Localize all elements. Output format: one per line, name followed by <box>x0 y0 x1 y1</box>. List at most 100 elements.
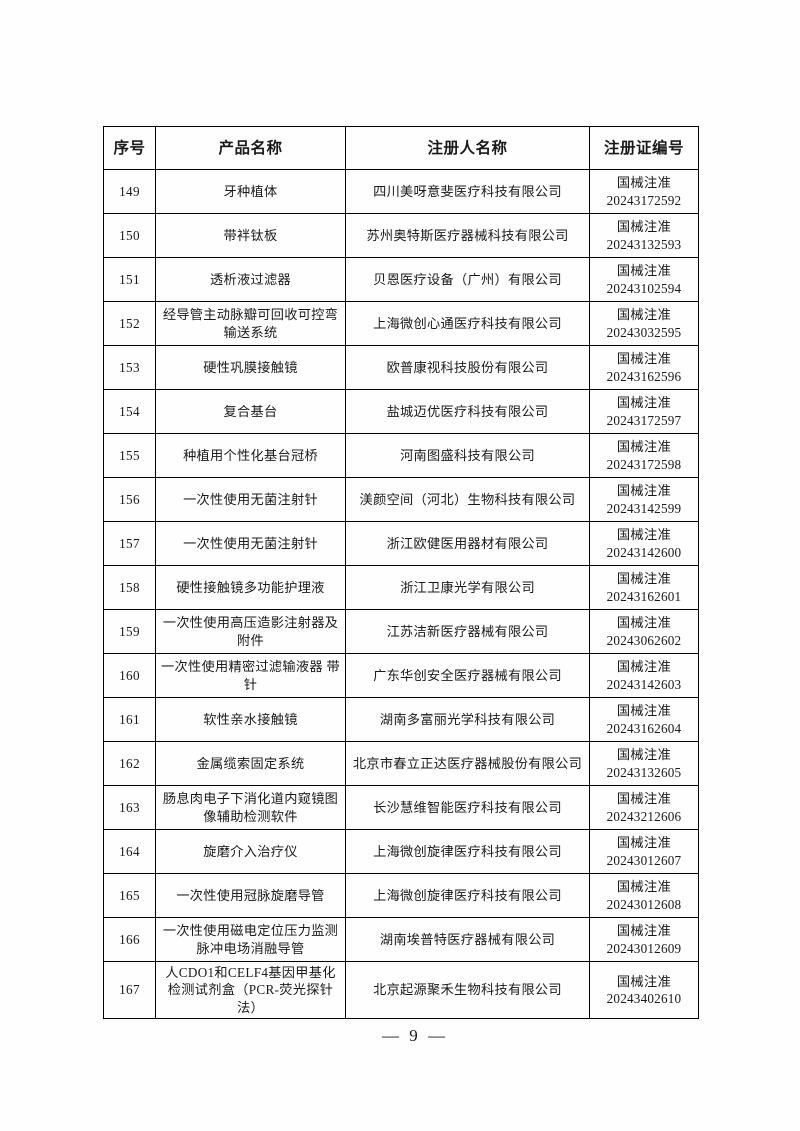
certificate-prefix: 国械注准 <box>616 439 672 455</box>
certificate-prefix: 国械注准 <box>616 175 672 191</box>
table-row: 149 牙种植体 四川美呀意斐医疗科技有限公司 国械注准 20243172592 <box>103 169 699 214</box>
cell-registrant-name: 上海微创旋律医疗科技有限公司 <box>345 829 590 874</box>
cell-registrant-name: 贝恩医疗设备（广州）有限公司 <box>345 257 590 302</box>
cell-product-name: 一次性使用冠脉旋磨导管 <box>155 873 346 918</box>
certificate-prefix: 国械注准 <box>616 879 672 895</box>
cell-certificate-number: 国械注准 20243162596 <box>589 345 699 390</box>
certificate-number: 20243142600 <box>606 544 682 560</box>
certificate-prefix: 国械注准 <box>616 351 672 367</box>
table-body: 149 牙种植体 四川美呀意斐医疗科技有限公司 国械注准 20243172592 150 带… <box>103 169 699 1020</box>
certificate-prefix: 国械注准 <box>616 263 672 279</box>
cell-certificate-number: 国械注准 20243062602 <box>589 609 699 654</box>
cell-sequence: 150 <box>103 213 156 258</box>
cell-certificate-number: 国械注准 20243142603 <box>589 653 699 698</box>
certificate-prefix: 国械注准 <box>616 615 672 631</box>
cell-registrant-name: 江苏洁新医疗器械有限公司 <box>345 609 590 654</box>
registration-table: 序号 产品名称 注册人名称 注册证编号 149 牙种植体 四川美呀意斐医疗科技有限公… <box>103 126 699 1020</box>
table-row: 155 种植用个性化基台冠桥 河南图盛科技有限公司 国械注准 20243172598 <box>103 433 699 478</box>
table-row: 167 人CDO1和CELF4基因甲基化检测试剂盒（PCR-荧光探针法） 北京起源聚… <box>103 960 699 1020</box>
cell-sequence: 162 <box>103 741 156 786</box>
certificate-prefix: 国械注准 <box>616 791 672 807</box>
cell-registrant-name: 湖南多富丽光学科技有限公司 <box>345 697 590 742</box>
cell-product-name: 硬性接触镜多功能护理液 <box>155 565 346 610</box>
certificate-number: 20243132605 <box>606 764 682 780</box>
certificate-number: 20243132593 <box>606 236 682 252</box>
certificate-prefix: 国械注准 <box>616 219 672 235</box>
certificate-number: 20243162596 <box>606 368 682 384</box>
cell-certificate-number: 国械注准 20243172597 <box>589 389 699 434</box>
cell-certificate-number: 国械注准 20243012608 <box>589 873 699 918</box>
cell-registrant-name: 浙江卫康光学有限公司 <box>345 565 590 610</box>
cell-product-name: 软性亲水接触镜 <box>155 697 346 742</box>
cell-certificate-number: 国械注准 20243012607 <box>589 829 699 874</box>
certificate-number: 20243032595 <box>606 324 682 340</box>
cell-sequence: 157 <box>103 521 156 566</box>
table-row: 154 复合基台 盐城迈优医疗科技有限公司 国械注准 20243172597 <box>103 389 699 434</box>
certificate-prefix: 国械注准 <box>616 307 672 323</box>
certificate-prefix: 国械注准 <box>616 571 672 587</box>
cell-registrant-name: 盐城迈优医疗科技有限公司 <box>345 389 590 434</box>
cell-registrant-name: 北京市春立正达医疗器械股份有限公司 <box>345 741 590 786</box>
certificate-prefix: 国械注准 <box>616 747 672 763</box>
cell-product-name: 一次性使用无菌注射针 <box>155 477 346 522</box>
cell-product-name: 旋磨介入治疗仪 <box>155 829 346 874</box>
cell-certificate-number: 国械注准 20243142600 <box>589 521 699 566</box>
cell-sequence: 167 <box>103 960 156 1020</box>
cell-certificate-number: 国械注准 20243012609 <box>589 917 699 962</box>
cell-registrant-name: 北京起源聚禾生物科技有限公司 <box>345 960 590 1020</box>
table-row: 164 旋磨介入治疗仪 上海微创旋律医疗科技有限公司 国械注准 20243012607 <box>103 829 699 874</box>
cell-sequence: 156 <box>103 477 156 522</box>
cell-registrant-name: 四川美呀意斐医疗科技有限公司 <box>345 169 590 214</box>
certificate-prefix: 国械注准 <box>616 703 672 719</box>
table-row: 151 透析液过滤器 贝恩医疗设备（广州）有限公司 国械注准 20243102594 <box>103 257 699 302</box>
cell-certificate-number: 国械注准 20243032595 <box>589 301 699 346</box>
table-row: 161 软性亲水接触镜 湖南多富丽光学科技有限公司 国械注准 20243162604 <box>103 697 699 742</box>
table-row: 153 硬性巩膜接触镜 欧普康视科技股份有限公司 国械注准 20243162596 <box>103 345 699 390</box>
cell-registrant-name: 上海微创旋律医疗科技有限公司 <box>345 873 590 918</box>
certificate-number: 20243142603 <box>606 676 682 692</box>
cell-product-name: 金属缆索固定系统 <box>155 741 346 786</box>
table-row: 157 一次性使用无菌注射针 浙江欧健医用器材有限公司 国械注准 20243142600 <box>103 521 699 566</box>
cell-sequence: 154 <box>103 389 156 434</box>
cell-product-name: 肠息肉电子下消化道内窥镜图像辅助检测软件 <box>155 785 346 830</box>
cell-certificate-number: 国械注准 20243142599 <box>589 477 699 522</box>
cell-product-name: 一次性使用磁电定位压力监测脉冲电场消融导管 <box>155 917 346 962</box>
table-row: 159 一次性使用高压造影注射器及附件 江苏洁新医疗器械有限公司 国械注准 202430… <box>103 609 699 654</box>
certificate-number: 20243012607 <box>606 852 682 868</box>
cell-certificate-number: 国械注准 20243402610 <box>589 960 699 1020</box>
certificate-number: 20243172592 <box>606 192 682 208</box>
cell-product-name: 硬性巩膜接触镜 <box>155 345 346 390</box>
cell-registrant-name: 上海微创心通医疗科技有限公司 <box>345 301 590 346</box>
table-row: 162 金属缆索固定系统 北京市春立正达医疗器械股份有限公司 国械注准 20243132… <box>103 741 699 786</box>
cell-registrant-name: 湖南埃普特医疗器械有限公司 <box>345 917 590 962</box>
page-footer: — 9 — <box>0 1026 800 1046</box>
certificate-prefix: 国械注准 <box>616 659 672 675</box>
certificate-prefix: 国械注准 <box>616 835 672 851</box>
certificate-prefix: 国械注准 <box>616 483 672 499</box>
cell-product-name: 复合基台 <box>155 389 346 434</box>
cell-product-name: 一次性使用高压造影注射器及附件 <box>155 609 346 654</box>
table-row: 160 一次性使用精密过滤输液器 带针 广东华创安全医疗器械有限公司 国械注准 2024… <box>103 653 699 698</box>
table-header-row: 序号 产品名称 注册人名称 注册证编号 <box>103 126 699 170</box>
certificate-number: 20243212606 <box>606 808 682 824</box>
certificate-number: 20243142599 <box>606 500 682 516</box>
cell-sequence: 153 <box>103 345 156 390</box>
certificate-number: 20243062602 <box>606 632 682 648</box>
table-row: 166 一次性使用磁电定位压力监测脉冲电场消融导管 湖南埃普特医疗器械有限公司 国械注… <box>103 917 699 962</box>
cell-registrant-name: 广东华创安全医疗器械有限公司 <box>345 653 590 698</box>
cell-sequence: 163 <box>103 785 156 830</box>
column-header-product-name: 产品名称 <box>155 126 346 170</box>
cell-certificate-number: 国械注准 20243132593 <box>589 213 699 258</box>
column-header-certificate-number: 注册证编号 <box>589 126 699 170</box>
cell-product-name: 种植用个性化基台冠桥 <box>155 433 346 478</box>
table-row: 165 一次性使用冠脉旋磨导管 上海微创旋律医疗科技有限公司 国械注准 20243012… <box>103 873 699 918</box>
cell-sequence: 155 <box>103 433 156 478</box>
cell-registrant-name: 苏州奥特斯医疗器械科技有限公司 <box>345 213 590 258</box>
cell-sequence: 165 <box>103 873 156 918</box>
certificate-number: 20243172597 <box>606 412 682 428</box>
cell-sequence: 151 <box>103 257 156 302</box>
table-row: 150 带袢钛板 苏州奥特斯医疗器械科技有限公司 国械注准 20243132593 <box>103 213 699 258</box>
cell-product-name: 经导管主动脉瓣可回收可控弯输送系统 <box>155 301 346 346</box>
certificate-number: 20243162601 <box>606 588 682 604</box>
